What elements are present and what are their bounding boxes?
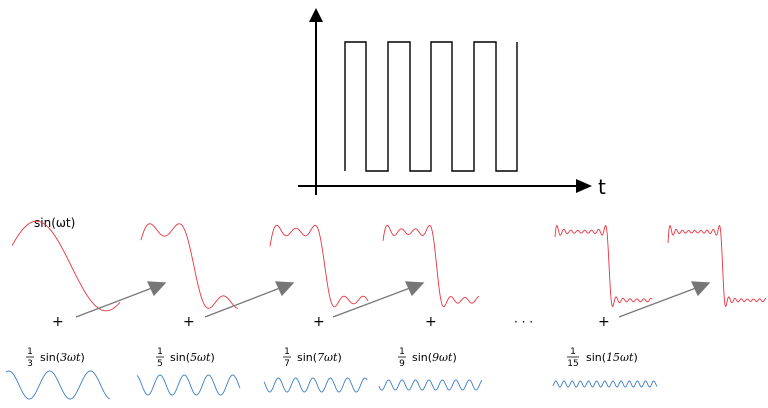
arrow-2 [204, 281, 295, 318]
svg-text:sin(7ωt): sin(7ωt) [297, 351, 342, 364]
plus-sign: + [313, 314, 325, 330]
coef-denominator: 5 [157, 359, 163, 369]
arrow-1 [75, 281, 167, 318]
func-close: ) [337, 351, 341, 364]
partial-sums-row [11, 220, 766, 312]
plus-signs: + + + + + [52, 314, 610, 330]
harmonic-wave-3 [5, 370, 111, 400]
partial-sum-9-terms [667, 224, 766, 307]
coef-numerator: 1 [570, 347, 576, 357]
harmonic-label-3: 1 3 sin(3ωt) [26, 347, 85, 369]
harmonic-label-15: 1 15 sin(15ωt) [567, 347, 638, 369]
svg-text:sin(5ωt): sin(5ωt) [170, 351, 215, 364]
time-axis-label: t [598, 175, 606, 199]
harmonic-wave-5 [136, 374, 241, 396]
harmonic-wave-7 [263, 377, 368, 393]
func-close: ) [452, 351, 456, 364]
coef-numerator: 1 [157, 347, 163, 357]
func-arg: 5ωt [190, 351, 211, 364]
func-name: sin( [297, 351, 317, 364]
func-name: sin( [40, 351, 60, 364]
func-arg: 3ωt [60, 351, 81, 364]
coef-numerator: 1 [284, 347, 290, 357]
x-axis-arrowhead [576, 179, 592, 193]
plus-sign: + [183, 314, 195, 330]
partial-sum-1-term [11, 220, 121, 312]
harmonic-labels: 1 3 sin(3ωt) 1 5 sin(5ωt) 1 7 sin(7ωt) 1… [26, 347, 638, 369]
harmonic-label-5: 1 5 sin(5ωt) [156, 347, 215, 369]
func-close: ) [80, 351, 84, 364]
harmonic-wave-9 [378, 379, 483, 391]
square-wave [344, 41, 518, 172]
svg-text:sin(9ωt): sin(9ωt) [412, 351, 457, 364]
y-axis-arrowhead [309, 8, 323, 22]
func-arg: 9ωt [432, 351, 453, 364]
ellipsis: · · · [514, 315, 533, 329]
progression-arrows [75, 281, 711, 318]
partial-sum-3-terms [269, 224, 369, 308]
coef-denominator: 3 [27, 359, 33, 369]
func-name: sin( [586, 351, 606, 364]
coef-denominator: 15 [567, 359, 578, 369]
func-arg: 7ωt [317, 351, 338, 364]
harmonic-label-7: 1 7 sin(7ωt) [283, 347, 342, 369]
partial-sum-4-terms [382, 224, 480, 308]
plus-sign: + [598, 314, 610, 330]
coef-denominator: 9 [399, 359, 405, 369]
func-arg: 15ωt [606, 351, 634, 364]
arrow-4 [618, 281, 711, 318]
coef-denominator: 7 [284, 359, 290, 369]
harmonic-wave-15 [552, 380, 658, 388]
arrow-3 [332, 281, 425, 318]
square-wave-plot: t [298, 8, 606, 199]
svg-text:sin(3ωt): sin(3ωt) [40, 351, 85, 364]
harmonic-waves-row [5, 370, 658, 400]
svg-text:sin(15ωt): sin(15ωt) [586, 351, 638, 364]
func-close: ) [210, 351, 214, 364]
plus-sign: + [52, 314, 64, 330]
fundamental-label: sin(ωt) [34, 216, 75, 230]
plus-sign: + [425, 314, 437, 330]
coef-numerator: 1 [27, 347, 33, 357]
harmonic-label-9: 1 9 sin(9ωt) [398, 347, 457, 369]
func-name: sin( [170, 351, 190, 364]
func-close: ) [633, 351, 637, 364]
partial-sum-8-terms [554, 225, 653, 307]
coef-numerator: 1 [399, 347, 405, 357]
func-name: sin( [412, 351, 432, 364]
partial-sum-2-terms [140, 223, 239, 309]
